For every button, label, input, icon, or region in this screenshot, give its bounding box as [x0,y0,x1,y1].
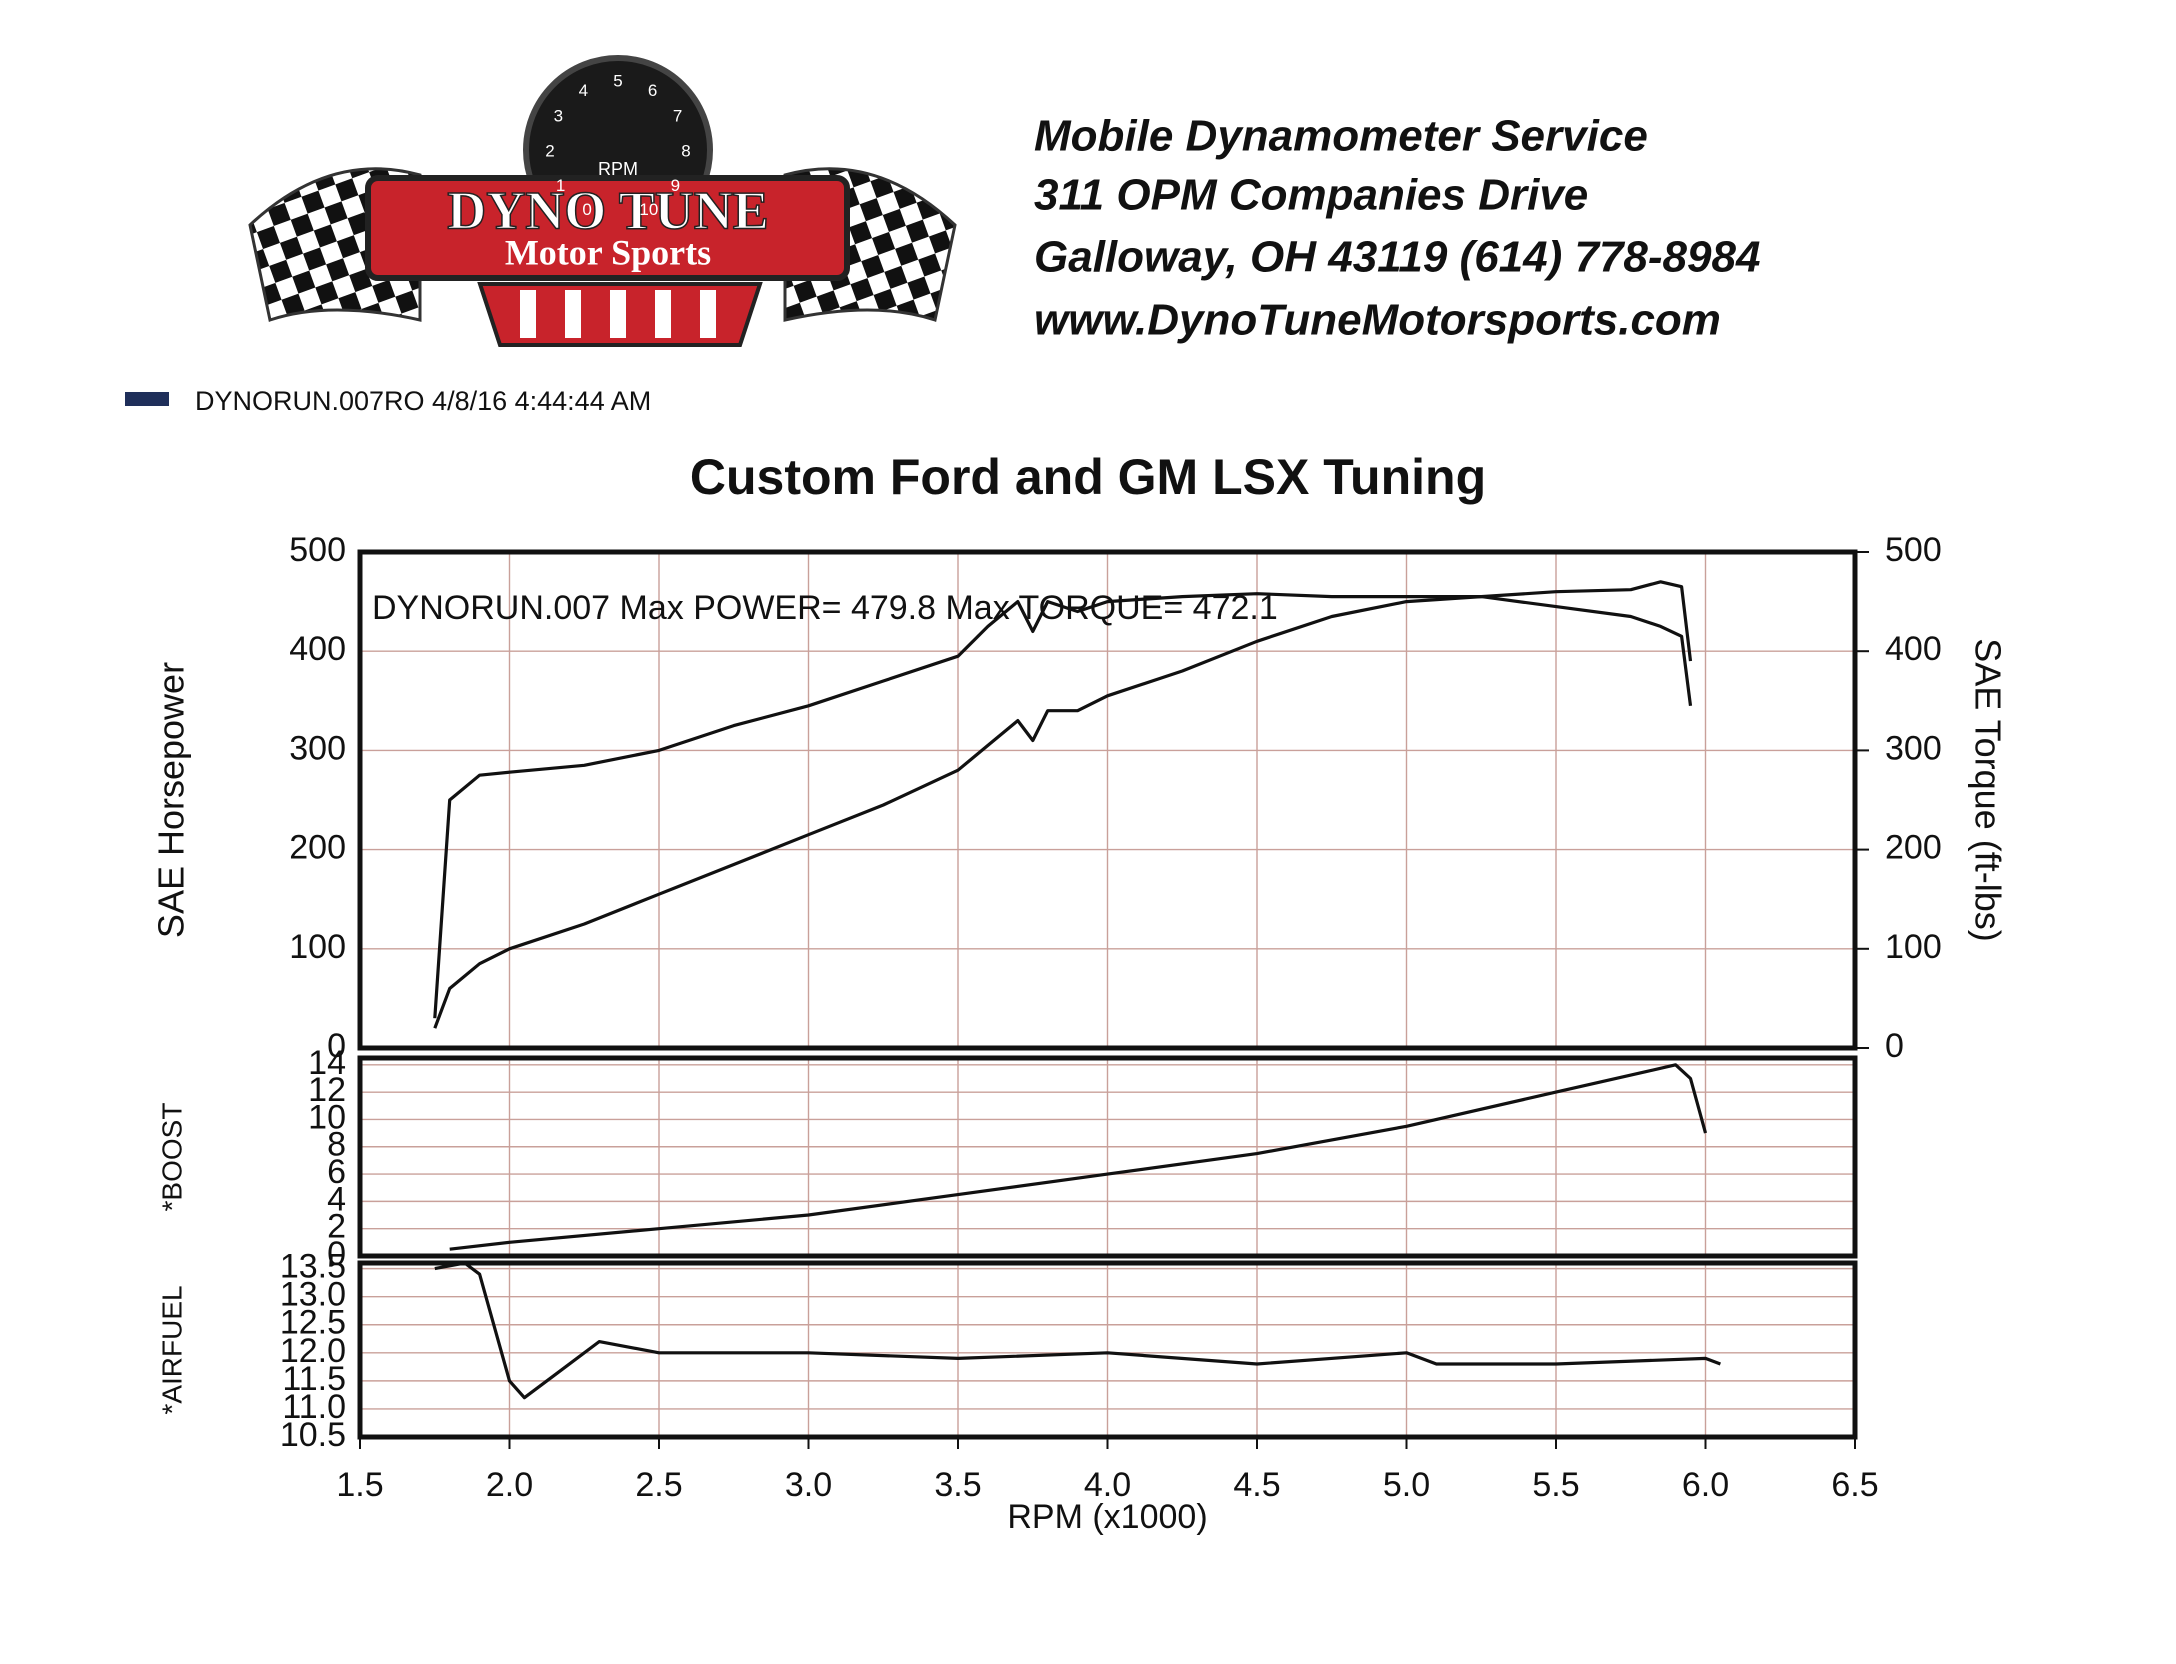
company-line: Mobile Dynamometer Service [1034,112,1648,161]
y-tick-label: 0 [327,1027,346,1065]
y-tick-label: 12 [308,1071,346,1109]
data-line [434,1261,1721,1400]
x-tick-label: 4.0 [1084,1466,1131,1504]
y-axis-label: *BOOST [156,1103,187,1212]
y-tick-label: 13.0 [280,1276,346,1314]
plot-frame [357,549,1858,1051]
legend-swatch [125,392,169,406]
x-tick-label: 5.0 [1383,1466,1430,1504]
y-tick-label: 500 [289,531,346,569]
y-tick-label: 11.0 [282,1388,346,1426]
y-tick-label: 12.0 [280,1332,346,1370]
x-tick-label: 2.5 [635,1466,682,1504]
legend-label: DYNORUN.007RO 4/8/16 4:44:44 AM [195,386,651,416]
y2-axis-label: SAE Torque (ft-lbs) [1967,638,2008,941]
company-info: Mobile Dynamometer Service 311 OPM Compa… [1034,112,1760,345]
x-tick-label: 3.5 [934,1466,981,1504]
gauge-label: RPM [598,159,638,179]
y-tick-label: 10 [308,1098,346,1136]
gauge-digit: 1 [556,176,565,195]
company-line: 311 OPM Companies Drive [1034,171,1588,220]
gauge-digit: 8 [681,142,690,161]
y-tick-label: 400 [289,630,346,668]
data-line [449,1063,1708,1251]
y-tick-label: 300 [289,729,346,767]
plot-frame [357,1055,1858,1259]
x-tick-label: 4.5 [1233,1466,1280,1504]
company-line: www.DynoTuneMotorsports.com [1034,296,1721,345]
x-tick-label: 2.0 [486,1466,533,1504]
gauge-digit: 9 [671,176,680,195]
x-tick-label: 1.5 [336,1466,383,1504]
company-line: Galloway, OH 43119 (614) 778-8984 [1034,233,1760,282]
logo-title: DYNO TUNE [447,180,769,240]
annotation: DYNORUN.007 Max POWER= 479.8 Max TORQUE=… [372,589,1278,627]
y2-tick-label: 0 [1885,1027,1904,1065]
y-axis-label: SAE Horsepower [151,662,192,938]
gauge-digit: 3 [554,107,563,126]
gauge-digit: 4 [579,81,588,100]
y2-tick-label: 100 [1885,928,1942,966]
gauge-digit: 2 [545,142,554,161]
y2-tick-label: 200 [1885,829,1942,867]
data-line [433,592,1693,1019]
data-line [433,580,1693,1029]
y-tick-label: 6 [327,1153,346,1191]
chart-title: Custom Ford and GM LSX Tuning [690,449,1486,505]
x-tick-label: 3.0 [785,1466,832,1504]
y2-tick-label: 300 [1885,729,1942,767]
x-tick-label: 6.5 [1831,1466,1878,1504]
y-tick-label: 14 [308,1044,346,1082]
y-tick-label: 10.5 [280,1416,346,1454]
y-tick-label: 4 [327,1180,346,1218]
gauge-digit: 10 [639,200,658,219]
y-tick-label: 0 [327,1235,346,1273]
x-axis-label: RPM (x1000) [1007,1498,1207,1536]
y-tick-label: 2 [327,1208,346,1246]
y2-tick-label: 500 [1885,531,1942,569]
y2-tick-label: 400 [1885,630,1942,668]
y-tick-label: 100 [289,928,346,966]
gauge-digit: 7 [673,107,682,126]
gauge-digit: 6 [648,81,657,100]
y-axis-label: *AIRFUEL [156,1285,187,1414]
logo-subtitle: Motor Sports [505,232,711,272]
y-tick-label: 8 [327,1126,346,1164]
y-tick-label: 13.5 [280,1248,346,1286]
y-tick-label: 200 [289,829,346,867]
y-tick-label: 11.5 [282,1360,346,1398]
gauge-digit: 0 [582,200,591,219]
y-tick-label: 12.5 [280,1304,346,1342]
x-tick-label: 6.0 [1682,1466,1729,1504]
gauge-digit: 5 [613,71,622,90]
x-tick-label: 5.5 [1532,1466,1579,1504]
